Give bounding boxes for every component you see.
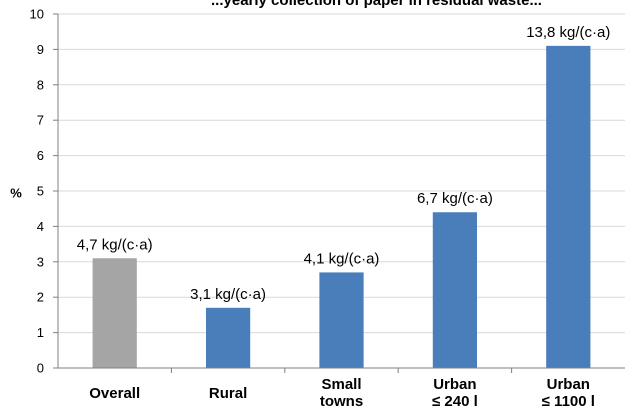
x-tick-label: ≤ 1100 l — [542, 393, 595, 410]
x-tick-label: ≤ 240 l — [432, 393, 478, 410]
y-tick-label: 10 — [30, 7, 44, 22]
y-tick-label: 4 — [37, 219, 44, 234]
data-label: 6,7 kg/(c·a) — [417, 190, 493, 207]
y-tick-label: 6 — [37, 148, 44, 163]
y-tick-label: 3 — [37, 254, 44, 269]
y-tick-label: 2 — [37, 290, 44, 305]
bar-urban-1100-l — [546, 45, 591, 369]
bar-small-towns — [319, 272, 364, 368]
y-tick-label: 9 — [37, 42, 44, 57]
x-tick-label: towns — [320, 393, 363, 410]
y-tick-label: 5 — [37, 184, 44, 199]
y-tick-label: 1 — [37, 325, 44, 340]
data-label: 3,1 kg/(c·a) — [190, 286, 266, 303]
data-label: 4,1 kg/(c·a) — [304, 250, 380, 267]
y-axis-label: % — [10, 185, 22, 200]
data-label: 13,8 kg/(c·a) — [526, 24, 610, 41]
y-tick-label: 8 — [37, 77, 44, 92]
data-label: 4,7 kg/(c·a) — [77, 236, 153, 253]
y-tick-label: 0 — [37, 361, 44, 376]
bar-overall — [92, 258, 137, 368]
y-tick-label: 7 — [37, 113, 44, 128]
x-tick-label: Rural — [209, 385, 247, 402]
x-tick-label: Urban — [547, 376, 590, 393]
bar-rural — [205, 307, 251, 368]
chart-title: ...yearly collection of paper in residua… — [211, 0, 542, 9]
x-tick-label: Urban — [433, 376, 476, 393]
bar-urban-240-l — [432, 212, 478, 368]
x-tick-label: Small — [321, 376, 361, 393]
x-tick-label: Overall — [89, 385, 140, 402]
